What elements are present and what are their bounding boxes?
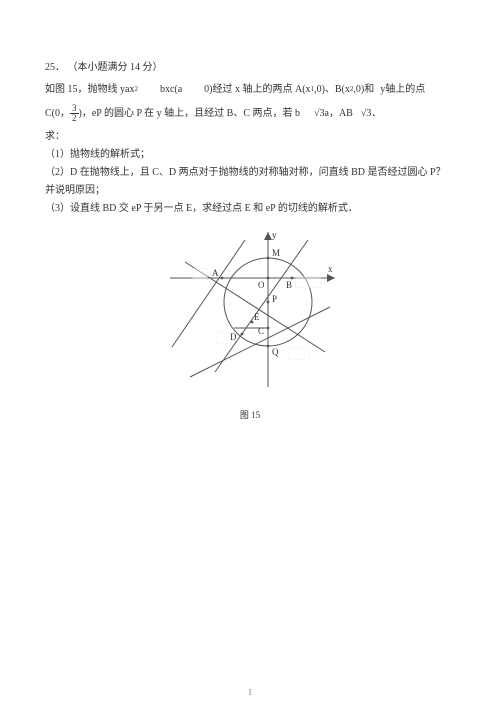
label-y: y <box>272 230 277 240</box>
figure-svg <box>160 232 340 397</box>
q2a: （2）D 在抛物线上，且 C、D 两点对于抛物线的对称轴对称，问直线 BD 是否… <box>45 165 455 181</box>
ptC-tail: )，eP 的圆心 P 在 y 轴上，且经过 B、C 两点，若 b <box>79 106 301 122</box>
problem-line-2: C(0， 3 2 )，eP 的圆心 P 在 y 轴上，且经过 B、C 两点，若 … <box>45 104 455 123</box>
problem-header: 25． （本小题满分 14 分） <box>45 60 455 76</box>
sqrt-b: 3． <box>366 106 381 122</box>
ptC-pre: C(0， <box>45 106 70 122</box>
sup-2: 2 <box>134 84 138 95</box>
figure-15: y x A M O B P E C D Q 图 15 <box>160 232 340 421</box>
label-P: P <box>272 294 277 304</box>
figure-caption: 图 15 <box>160 408 340 421</box>
q2b: 并说明原因； <box>45 183 455 199</box>
score-note: （本小题满分 14 分） <box>68 62 163 73</box>
fraction-3-2: 3 2 <box>70 104 79 123</box>
label-Q: Q <box>272 347 279 357</box>
frac-den: 2 <box>70 114 79 123</box>
q1: （1）抛物线的解析式； <box>45 147 455 163</box>
ask: 求： <box>45 129 455 145</box>
pad-box <box>192 268 208 280</box>
label-M: M <box>272 248 280 258</box>
intro-a: 如图 15，抛物线 y <box>45 82 125 98</box>
eq-c: c(a <box>170 82 182 98</box>
label-D: D <box>230 332 237 342</box>
ptA-tail: ,0)、B(x <box>314 82 350 98</box>
q3: （3）设直线 BD 交 eP 于另一点 E，求经过点 E 和 eP 的切线的解析… <box>45 201 455 217</box>
label-A: A <box>212 268 219 278</box>
eq-a: ax <box>125 82 134 98</box>
ptB-tail: ,0)和 <box>353 82 374 98</box>
y-axis-tail: 轴上的点 <box>385 82 425 98</box>
pad-box <box>295 276 321 288</box>
eq-b: bx <box>160 82 170 98</box>
label-x: x <box>328 264 333 274</box>
sqrt-a: 3a，AB <box>320 106 353 122</box>
pad-box <box>216 332 230 344</box>
problem-line-1: 如图 15，抛物线 y ax2 bx c(a 0)经过 x 轴上的两点 A(x … <box>45 82 455 98</box>
cond0: 0)经过 x 轴上的两点 A(x <box>204 82 310 98</box>
page-number: 1 <box>248 687 253 697</box>
pad-box <box>288 348 310 360</box>
label-C: C <box>258 326 264 336</box>
label-B: B <box>286 280 292 290</box>
label-E: E <box>254 312 260 322</box>
label-O: O <box>258 280 265 290</box>
problem-number: 25． <box>45 62 65 73</box>
